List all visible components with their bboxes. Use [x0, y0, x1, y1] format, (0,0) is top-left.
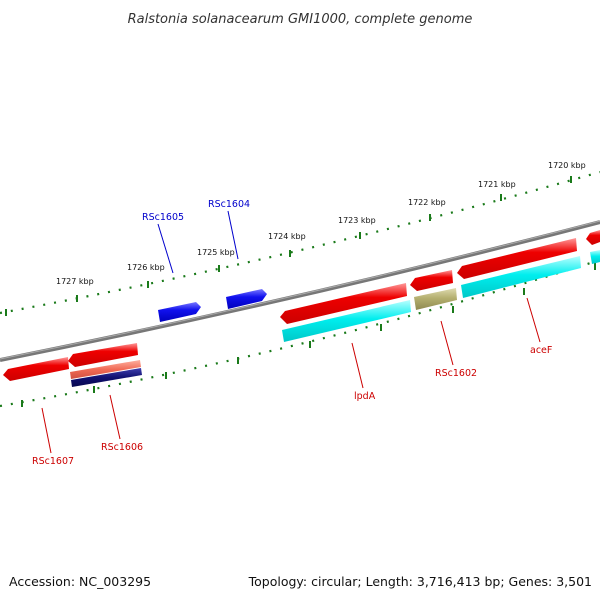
tick-label: 1724 kbp	[268, 232, 306, 241]
gene-label-rsc1604[interactable]: RSc1604	[208, 199, 250, 210]
tick-label: 1725 kbp	[197, 248, 235, 257]
genome-backbone	[0, 222, 600, 360]
gene-label-rsc1602[interactable]: RSc1602	[435, 368, 477, 379]
gene-label-lpda[interactable]: lpdA	[354, 391, 376, 402]
cds-bar-cyan-edge[interactable]	[590, 250, 600, 264]
tick-label: 1720 kbp	[548, 161, 586, 170]
genome-map: Ralstonia solanacearum GMI1000, complete…	[0, 0, 600, 600]
tick-label: 1727 kbp	[56, 277, 94, 286]
map-title: Ralstonia solanacearum GMI1000, complete…	[128, 12, 473, 27]
gene-feature-edge[interactable]	[586, 230, 600, 245]
tick-label: 1726 kbp	[127, 263, 165, 272]
gene-feature-rsc1602[interactable]	[410, 270, 453, 291]
cds-bar-olive[interactable]	[414, 288, 457, 310]
genome-summary-text: Topology: circular; Length: 3,716,413 bp…	[248, 574, 592, 589]
tick-label: 1723 kbp	[338, 216, 376, 225]
gene-label-rsc1607[interactable]: RSc1607	[32, 456, 74, 467]
accession-text: Accession: NC_003295	[9, 574, 151, 589]
tick-label: 1722 kbp	[408, 198, 446, 207]
gene-label-acef[interactable]: aceF	[530, 345, 552, 356]
gene-feature-rsc1607[interactable]	[3, 357, 69, 381]
major-ticks-upper	[6, 176, 571, 316]
upper-tick-ring	[0, 172, 600, 313]
gene-label-rsc1606[interactable]: RSc1606	[101, 442, 143, 453]
tick-label: 1721 kbp	[478, 180, 516, 189]
gene-label-rsc1605[interactable]: RSc1605	[142, 212, 184, 223]
